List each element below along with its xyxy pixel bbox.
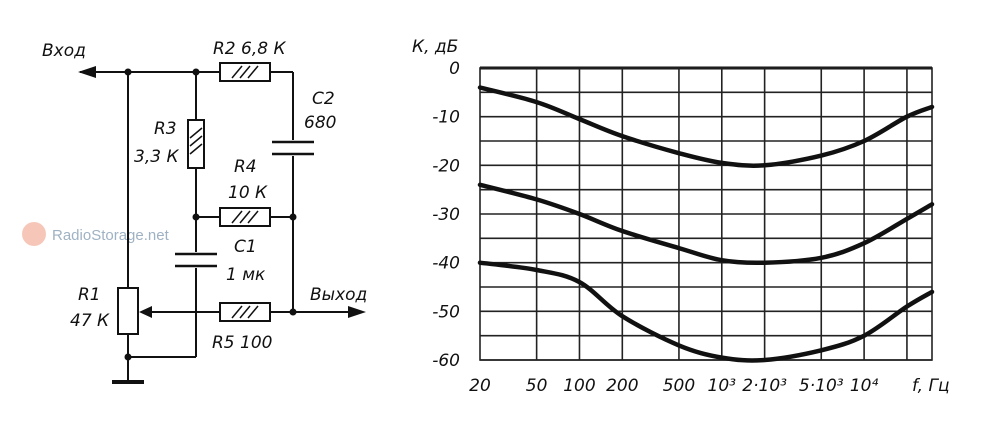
x-axis-label: f, Гц [912,376,950,396]
watermark-logo-icon [22,222,46,246]
x-tick-label: 5·10³ [799,376,844,396]
c1-name: C1 [234,237,257,257]
x-tick-label: 20 [469,376,491,396]
r4-value: 10 К [228,183,268,203]
r3-name: R3 [154,119,177,139]
y-tick-label: -40 [432,254,460,274]
watermark: RadioStorage.net [22,222,170,246]
resistor-r5 [219,302,271,322]
x-tick-label: 10³ [708,376,737,396]
x-tick-label: 200 [606,376,638,396]
c1-value: 1 мк [226,265,266,285]
r4-name: R4 [234,157,257,177]
input-arrow-icon [78,66,96,78]
r2-label: R2 6,8 К [213,39,286,59]
x-tick-label: 100 [563,376,595,396]
series-curve-1 [477,85,935,168]
output-arrow-icon [348,306,366,318]
y-tick-label: -10 [432,108,460,128]
chart-grid [479,66,933,361]
y-tick-label: 0 [449,59,460,79]
resistor-r3 [187,119,205,169]
potentiometer-r1 [117,287,152,335]
y-tick-label: -30 [432,205,460,225]
series-curve-2 [477,182,935,266]
output-label: Выход [310,285,367,305]
resistor-r4 [219,207,271,227]
capacitor-c2 [272,140,314,156]
watermark-text: RadioStorage.net [52,227,170,244]
x-tick-labels: 20 50 100 200 500 10³ 2·10³ 5·10³ 10⁴ [469,376,878,396]
r1-name: R1 [78,285,101,305]
wiper-arrow-icon [139,306,152,318]
r1-value: 47 К [70,311,110,331]
x-tick-label: 50 [526,376,548,396]
input-label: Вход [42,41,86,61]
r3-value: 3,3 К [134,147,179,167]
y-tick-label: -50 [432,302,460,322]
series-curve-3 [477,260,935,363]
c2-name: C2 [312,89,335,109]
capacitor-c1 [175,252,217,268]
chart-series [477,85,935,363]
x-tick-label: 500 [663,376,695,396]
c2-value: 680 [304,113,336,133]
circuit-diagram: Вход R2 6,8 К C2 680 R3 3,3 К R4 10 К C1… [42,39,367,384]
resistor-r2 [219,62,271,82]
chart: 0 -10 -20 -30 -40 -50 -60 20 50 100 200 500 10³ 2·10… [412,37,950,396]
r5-label: R5 100 [212,333,272,353]
x-tick-label: 2·10³ [742,376,787,396]
y-tick-label: -60 [432,351,460,371]
x-tick-label: 10⁴ [850,376,879,396]
y-axis-label: К, дБ [412,37,458,57]
y-tick-label: -20 [432,156,460,176]
y-tick-labels: 0 -10 -20 -30 -40 -50 -60 [432,59,460,371]
